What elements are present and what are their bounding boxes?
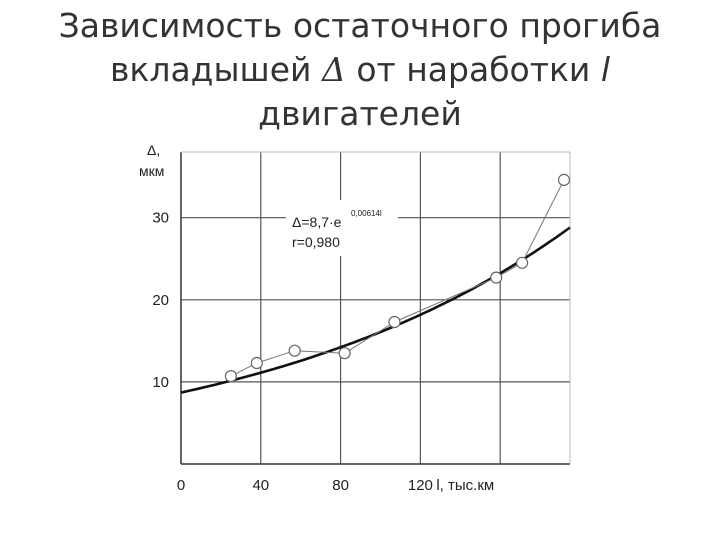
- x-tick-label: 40: [252, 477, 269, 494]
- data-point: [388, 315, 401, 329]
- annotation-correlation: r=0,980: [292, 234, 340, 250]
- grid-layer: [181, 152, 570, 464]
- axis-layer: 0 40 80 120 10 20 30: [152, 151, 571, 494]
- annotation-background: [286, 200, 398, 256]
- data-point: [338, 347, 351, 360]
- x-axis-label: l, тыс.км: [436, 477, 494, 494]
- axis-labels: Δ, мкм l, тыс.км: [139, 142, 494, 494]
- series-layer: [180, 173, 571, 394]
- title-line-3: двигателей: [258, 94, 462, 133]
- data-point: [288, 344, 301, 357]
- y-tick-label: 30: [152, 210, 169, 227]
- annotation-formula: Δ=8,7·e: [292, 214, 342, 230]
- title-line-2: вкладышей Δ от наработки l: [40, 48, 680, 92]
- y-axis-label-unit: мкм: [139, 163, 164, 179]
- x-tick-label: 0: [177, 477, 185, 494]
- title-line-1: Зависимость остаточного прогиба: [58, 6, 662, 45]
- fit-annotation: Δ=8,7·e 0,00614l r=0,980: [286, 200, 398, 256]
- y-tick-label: 20: [152, 292, 169, 309]
- title-variable-l: l: [600, 50, 611, 89]
- title-line-2-prefix: вкладышей: [109, 50, 322, 89]
- title-delta-symbol: Δ: [322, 50, 346, 89]
- data-point: [557, 173, 571, 186]
- x-tick-label: 80: [332, 477, 349, 494]
- annotation-exponent: 0,00614l: [351, 209, 382, 218]
- data-point: [490, 271, 503, 284]
- slide-title: Зависимость остаточного прогиба вкладыше…: [40, 4, 680, 136]
- title-line-2-middle: от наработки: [345, 50, 601, 89]
- data-point: [515, 256, 529, 269]
- data-point: [224, 370, 237, 383]
- y-axis-label-symbol: Δ,: [147, 142, 160, 158]
- y-tick-label: 10: [152, 374, 169, 391]
- data-point: [250, 356, 263, 370]
- x-tick-label: 120: [408, 477, 433, 494]
